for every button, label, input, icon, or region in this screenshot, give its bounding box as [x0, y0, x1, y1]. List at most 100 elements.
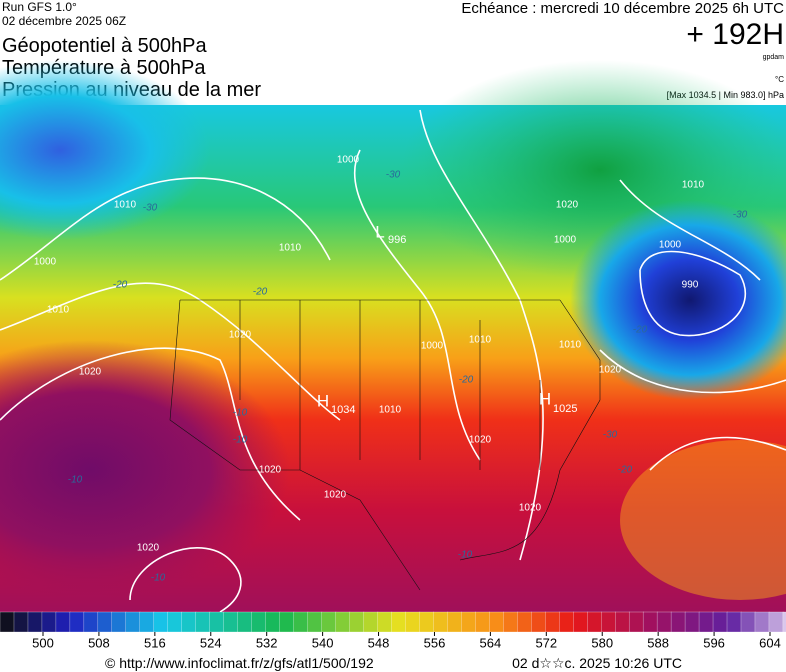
map-field: [0, 60, 786, 612]
isotherm-label: -20: [459, 375, 474, 386]
isobar-label: 1010: [559, 340, 582, 351]
colorbar-swatch: [349, 611, 365, 633]
isobar-label: 1000: [421, 341, 444, 352]
isobar-label: 1000: [337, 155, 360, 166]
colorbar-tick-label: 580: [591, 635, 613, 650]
colorbar-swatch: [642, 611, 658, 633]
isotherm-label: -30: [143, 203, 158, 214]
field: Géopotentiel à 500hPa: [2, 35, 207, 57]
colorbar-tick-label: 556: [424, 635, 446, 650]
isotherm-label: -20: [633, 325, 648, 336]
footer-stamp: 02 d☆☆c. 2025 10:26 UTC: [512, 655, 682, 671]
footer-url: © http://www.infoclimat.fr/z/gfs/atl1/50…: [105, 655, 374, 671]
isobar-label: 1020: [259, 465, 282, 476]
isobar-label: 1010: [47, 305, 70, 316]
colorbar-swatch: [307, 611, 323, 633]
isobar-label: 1020: [324, 490, 347, 501]
colorbar-swatch: [167, 611, 183, 633]
colorbar-swatch: [517, 611, 532, 633]
isotherm-label: -10: [151, 573, 166, 584]
colorbar-swatch: [391, 611, 407, 633]
colorbar-tick-label: 516: [144, 635, 166, 650]
colorbar-swatch: [27, 611, 43, 633]
isotherm-label: -30: [603, 430, 618, 441]
isobar-label: 1020: [599, 365, 622, 376]
isobar-label: 1020: [469, 435, 492, 446]
colorbar-tick-label: 604: [759, 635, 781, 650]
pressure-center: H: [539, 389, 551, 408]
colorbar-swatch: [363, 611, 379, 633]
colorbar-tick-label: 588: [647, 635, 669, 650]
colorbar-tick-label: 508: [88, 635, 110, 650]
colorbar-swatch: [475, 611, 490, 633]
colorbar-tick-label: 500: [32, 635, 54, 650]
isotherm-label: -10: [233, 408, 248, 419]
colorbar-swatch: [656, 611, 672, 633]
colorbar-swatch: [195, 611, 211, 633]
isobar-label: 1010: [279, 243, 302, 254]
colorbar-swatch: [628, 611, 644, 633]
colorbar-swatch: [698, 611, 714, 633]
colorbar-swatch: [335, 611, 351, 633]
colorbar-swatch: [377, 611, 393, 633]
colorbar-swatch: [545, 611, 560, 633]
isobar-label: 1020: [79, 367, 102, 378]
colorbar-swatch: [209, 611, 225, 633]
isobar-label: 1020: [229, 330, 252, 341]
colorbar-tick-label: 596: [703, 635, 725, 650]
colorbar-swatch: [419, 611, 435, 633]
isotherm-label: -20: [113, 280, 128, 291]
colorbar-swatch: [265, 611, 281, 633]
colorbar-swatch: [768, 611, 784, 633]
colorbar-swatch: [433, 611, 449, 633]
colorbar-swatch: [181, 611, 197, 633]
colorbar-swatch: [503, 611, 518, 633]
isobar-label: 1020: [519, 503, 542, 514]
isotherm-label: -30: [386, 170, 401, 181]
colorbar-swatch: [573, 611, 588, 633]
colorbar-swatch: [41, 611, 57, 633]
pressure-center-value: 1034: [331, 404, 355, 416]
isobar-label: 1010: [469, 335, 492, 346]
colorbar-swatch: [684, 611, 700, 633]
colorbar-swatch: [237, 611, 253, 633]
colorbar-swatch: [97, 611, 113, 633]
unit: °C: [775, 75, 784, 84]
colorbar-swatch: [0, 611, 15, 633]
run: Run GFS 1.0°: [2, 0, 77, 14]
colorbar-tick-label: 524: [200, 635, 222, 650]
isobar-label: 990: [682, 280, 699, 291]
colorbar-swatch: [559, 611, 574, 633]
isotherm-label: -30: [733, 210, 748, 221]
isotherm-label: -20: [253, 287, 268, 298]
colorbar-swatch: [223, 611, 239, 633]
pressure-center-value: 1025: [553, 403, 577, 415]
isotherm-label: -10: [458, 550, 473, 561]
colorbar-swatch: [125, 611, 141, 633]
isobar-label: 1010: [379, 405, 402, 416]
colorbar-swatch: [69, 611, 85, 633]
isotherm-label: -20: [618, 465, 633, 476]
lead-time: + 192H: [686, 18, 784, 51]
colorbar-swatch: [55, 611, 71, 633]
isobar-label: 1000: [659, 240, 682, 251]
colorbar-swatch: [726, 611, 742, 633]
colorbar-swatch: [405, 611, 421, 633]
colorbar-tick-label: 532: [256, 635, 278, 650]
colorbar-tick-label: 540: [312, 635, 334, 650]
colorbar-swatch: [321, 611, 337, 633]
colorbar-swatch: [111, 611, 127, 633]
colorbar-swatch: [83, 611, 99, 633]
colorbar-swatch: [293, 611, 309, 633]
isobar-label: 1000: [554, 235, 577, 246]
colorbar-swatch: [447, 611, 463, 633]
isotherm-label: -10: [233, 435, 248, 446]
pressure-center-value: 996: [388, 234, 406, 246]
colorbar-swatch: [489, 611, 504, 633]
colorbar-swatch: [461, 611, 476, 633]
colorbar-swatch: [587, 611, 602, 633]
unit: gpdam: [762, 54, 784, 61]
isobar-label: 1010: [114, 200, 137, 211]
